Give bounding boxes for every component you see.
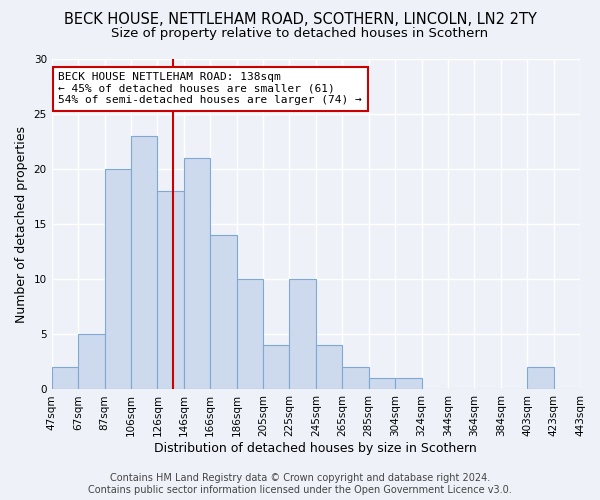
Text: Contains HM Land Registry data © Crown copyright and database right 2024.
Contai: Contains HM Land Registry data © Crown c… — [88, 474, 512, 495]
Text: BECK HOUSE NETTLEHAM ROAD: 138sqm
← 45% of detached houses are smaller (61)
54% : BECK HOUSE NETTLEHAM ROAD: 138sqm ← 45% … — [58, 72, 362, 106]
Bar — [395, 378, 421, 390]
Bar — [289, 280, 316, 390]
Text: Size of property relative to detached houses in Scothern: Size of property relative to detached ho… — [112, 28, 488, 40]
Bar — [184, 158, 210, 390]
Bar — [157, 191, 184, 390]
Text: BECK HOUSE, NETTLEHAM ROAD, SCOTHERN, LINCOLN, LN2 2TY: BECK HOUSE, NETTLEHAM ROAD, SCOTHERN, LI… — [64, 12, 536, 28]
Y-axis label: Number of detached properties: Number of detached properties — [15, 126, 28, 322]
Bar — [316, 346, 342, 390]
Bar — [210, 235, 236, 390]
Bar — [104, 169, 131, 390]
Bar — [263, 346, 289, 390]
Bar — [368, 378, 395, 390]
Bar — [342, 368, 368, 390]
X-axis label: Distribution of detached houses by size in Scothern: Distribution of detached houses by size … — [154, 442, 477, 455]
Bar — [52, 368, 78, 390]
Bar — [78, 334, 104, 390]
Bar — [131, 136, 157, 390]
Bar — [527, 368, 554, 390]
Bar — [236, 280, 263, 390]
